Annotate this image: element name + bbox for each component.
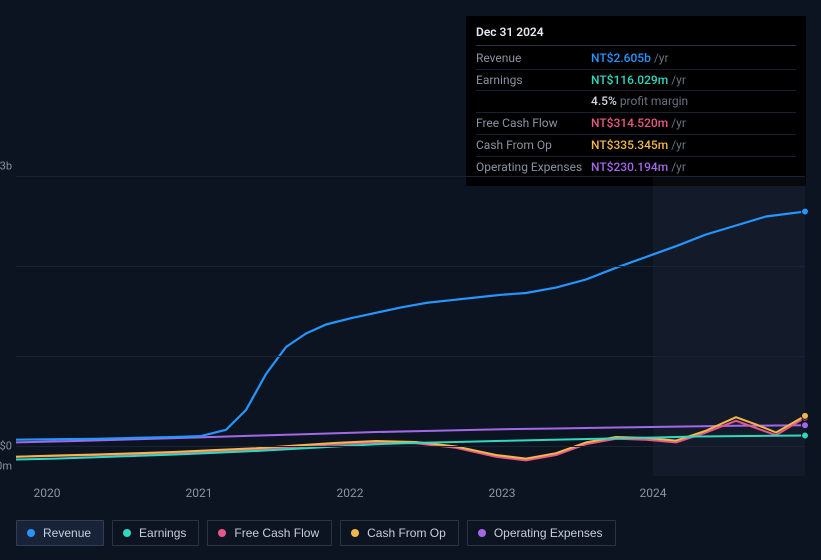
legend-item[interactable]: Free Cash Flow — [207, 520, 332, 546]
legend-label: Cash From Op — [367, 526, 446, 540]
chart-svg — [16, 176, 805, 476]
tooltip-row-suffix: /yr — [671, 159, 686, 176]
tooltip-row-value: NT$314.520m — [591, 115, 668, 132]
tooltip-row: Cash From OpNT$335.345m/yr — [476, 135, 796, 157]
legend-dot-icon — [478, 529, 486, 537]
tooltip-row: Operating ExpensesNT$230.194m/yr — [476, 157, 796, 178]
legend-item[interactable]: Revenue — [16, 520, 104, 546]
legend-item[interactable]: Operating Expenses — [467, 520, 616, 546]
gridline — [16, 176, 805, 177]
gridline — [16, 446, 805, 447]
legend-item[interactable]: Cash From Op — [340, 520, 459, 546]
x-axis-label: 2020 — [34, 486, 61, 500]
legend-dot-icon — [27, 529, 35, 537]
tooltip-row-suffix: /yr — [671, 72, 686, 89]
tooltip-row: EarningsNT$116.029m/yr — [476, 70, 796, 92]
series-end-marker — [802, 432, 809, 439]
x-axis-label: 2021 — [186, 486, 213, 500]
chart-plot[interactable]: NT$3bNT$0-NT$200m20202021202220232024 — [16, 176, 805, 476]
tooltip-date: Dec 31 2024 — [476, 24, 796, 46]
legend-label: Earnings — [139, 526, 186, 540]
x-axis-label: 2024 — [640, 486, 667, 500]
x-axis-label: 2022 — [337, 486, 364, 500]
tooltip-row-value: NT$116.029m — [591, 72, 668, 89]
y-axis-label: NT$0 — [0, 440, 12, 453]
tooltip-row-value: NT$2.605b — [591, 50, 651, 67]
legend-dot-icon — [351, 529, 359, 537]
tooltip-row: Free Cash FlowNT$314.520m/yr — [476, 113, 796, 135]
tooltip-margin-value: 4.5% — [591, 93, 617, 110]
tooltip-margin-label: profit margin — [620, 93, 688, 110]
tooltip-row-label: Cash From Op — [476, 137, 591, 154]
legend-label: Revenue — [43, 526, 91, 540]
x-axis-label: 2023 — [489, 486, 516, 500]
legend-dot-icon — [218, 529, 226, 537]
series-end-marker — [802, 422, 809, 429]
legend-dot-icon — [123, 529, 131, 537]
legend-item[interactable]: Earnings — [112, 520, 199, 546]
tooltip-row-suffix: /yr — [671, 137, 686, 154]
legend: Revenue Earnings Free Cash Flow Cash From O… — [16, 520, 616, 546]
y-axis-label: -NT$200m — [0, 460, 12, 473]
tooltip-rows: RevenueNT$2.605b/yrEarningsNT$116.029m/y… — [476, 48, 796, 178]
series-end-marker — [802, 208, 809, 215]
tooltip-row-label: Free Cash Flow — [476, 115, 591, 132]
tooltip-row-label: Operating Expenses — [476, 159, 591, 176]
tooltip-row-suffix: /yr — [654, 50, 669, 67]
legend-label: Operating Expenses — [494, 526, 603, 540]
gridline — [16, 266, 805, 267]
legend-label: Free Cash Flow — [234, 526, 319, 540]
chart-tooltip: Dec 31 2024 RevenueNT$2.605b/yrEarningsN… — [466, 16, 806, 186]
series-end-marker — [802, 412, 809, 419]
tooltip-row-value: NT$335.345m — [591, 137, 668, 154]
series-line — [16, 212, 805, 440]
tooltip-row-label: Earnings — [476, 72, 591, 89]
gridline — [16, 356, 805, 357]
tooltip-row-value: NT$230.194m — [591, 159, 668, 176]
tooltip-margin-row: 4.5%profit margin — [476, 91, 796, 113]
tooltip-row-label: Revenue — [476, 50, 591, 67]
y-axis-label: NT$3b — [0, 160, 12, 173]
tooltip-row-suffix: /yr — [671, 115, 686, 132]
tooltip-row: RevenueNT$2.605b/yr — [476, 48, 796, 70]
